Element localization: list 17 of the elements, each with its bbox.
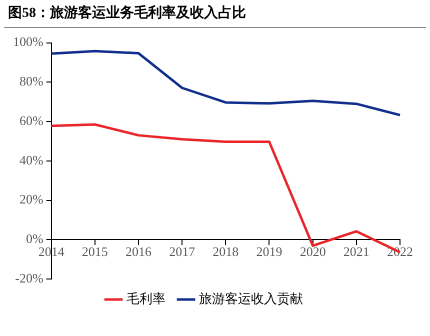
x-tick-label: 2021 bbox=[343, 244, 370, 259]
y-tick-label: 0% bbox=[26, 231, 44, 246]
x-tick-label: 2019 bbox=[256, 244, 282, 259]
x-tick-label: 2017 bbox=[169, 244, 196, 259]
y-tick-label: 100% bbox=[12, 34, 44, 50]
x-tick-label: 2016 bbox=[125, 244, 152, 259]
y-tick-label: 80% bbox=[19, 74, 44, 89]
legend-label: 旅游客运收入贡献 bbox=[199, 290, 303, 306]
x-tick-label: 2018 bbox=[212, 244, 239, 259]
y-tick-label: -20% bbox=[15, 270, 44, 286]
y-tick-label: 60% bbox=[19, 112, 44, 128]
y-tick-label: 20% bbox=[19, 192, 44, 207]
x-tick-label: 2020 bbox=[300, 244, 326, 259]
x-tick-label: 2015 bbox=[82, 244, 108, 259]
legend-label: 毛利率 bbox=[126, 290, 166, 306]
chart-title: 图58：旅游客运业务毛利率及收入占比 bbox=[8, 4, 246, 22]
y-tick-label: 40% bbox=[19, 152, 44, 168]
